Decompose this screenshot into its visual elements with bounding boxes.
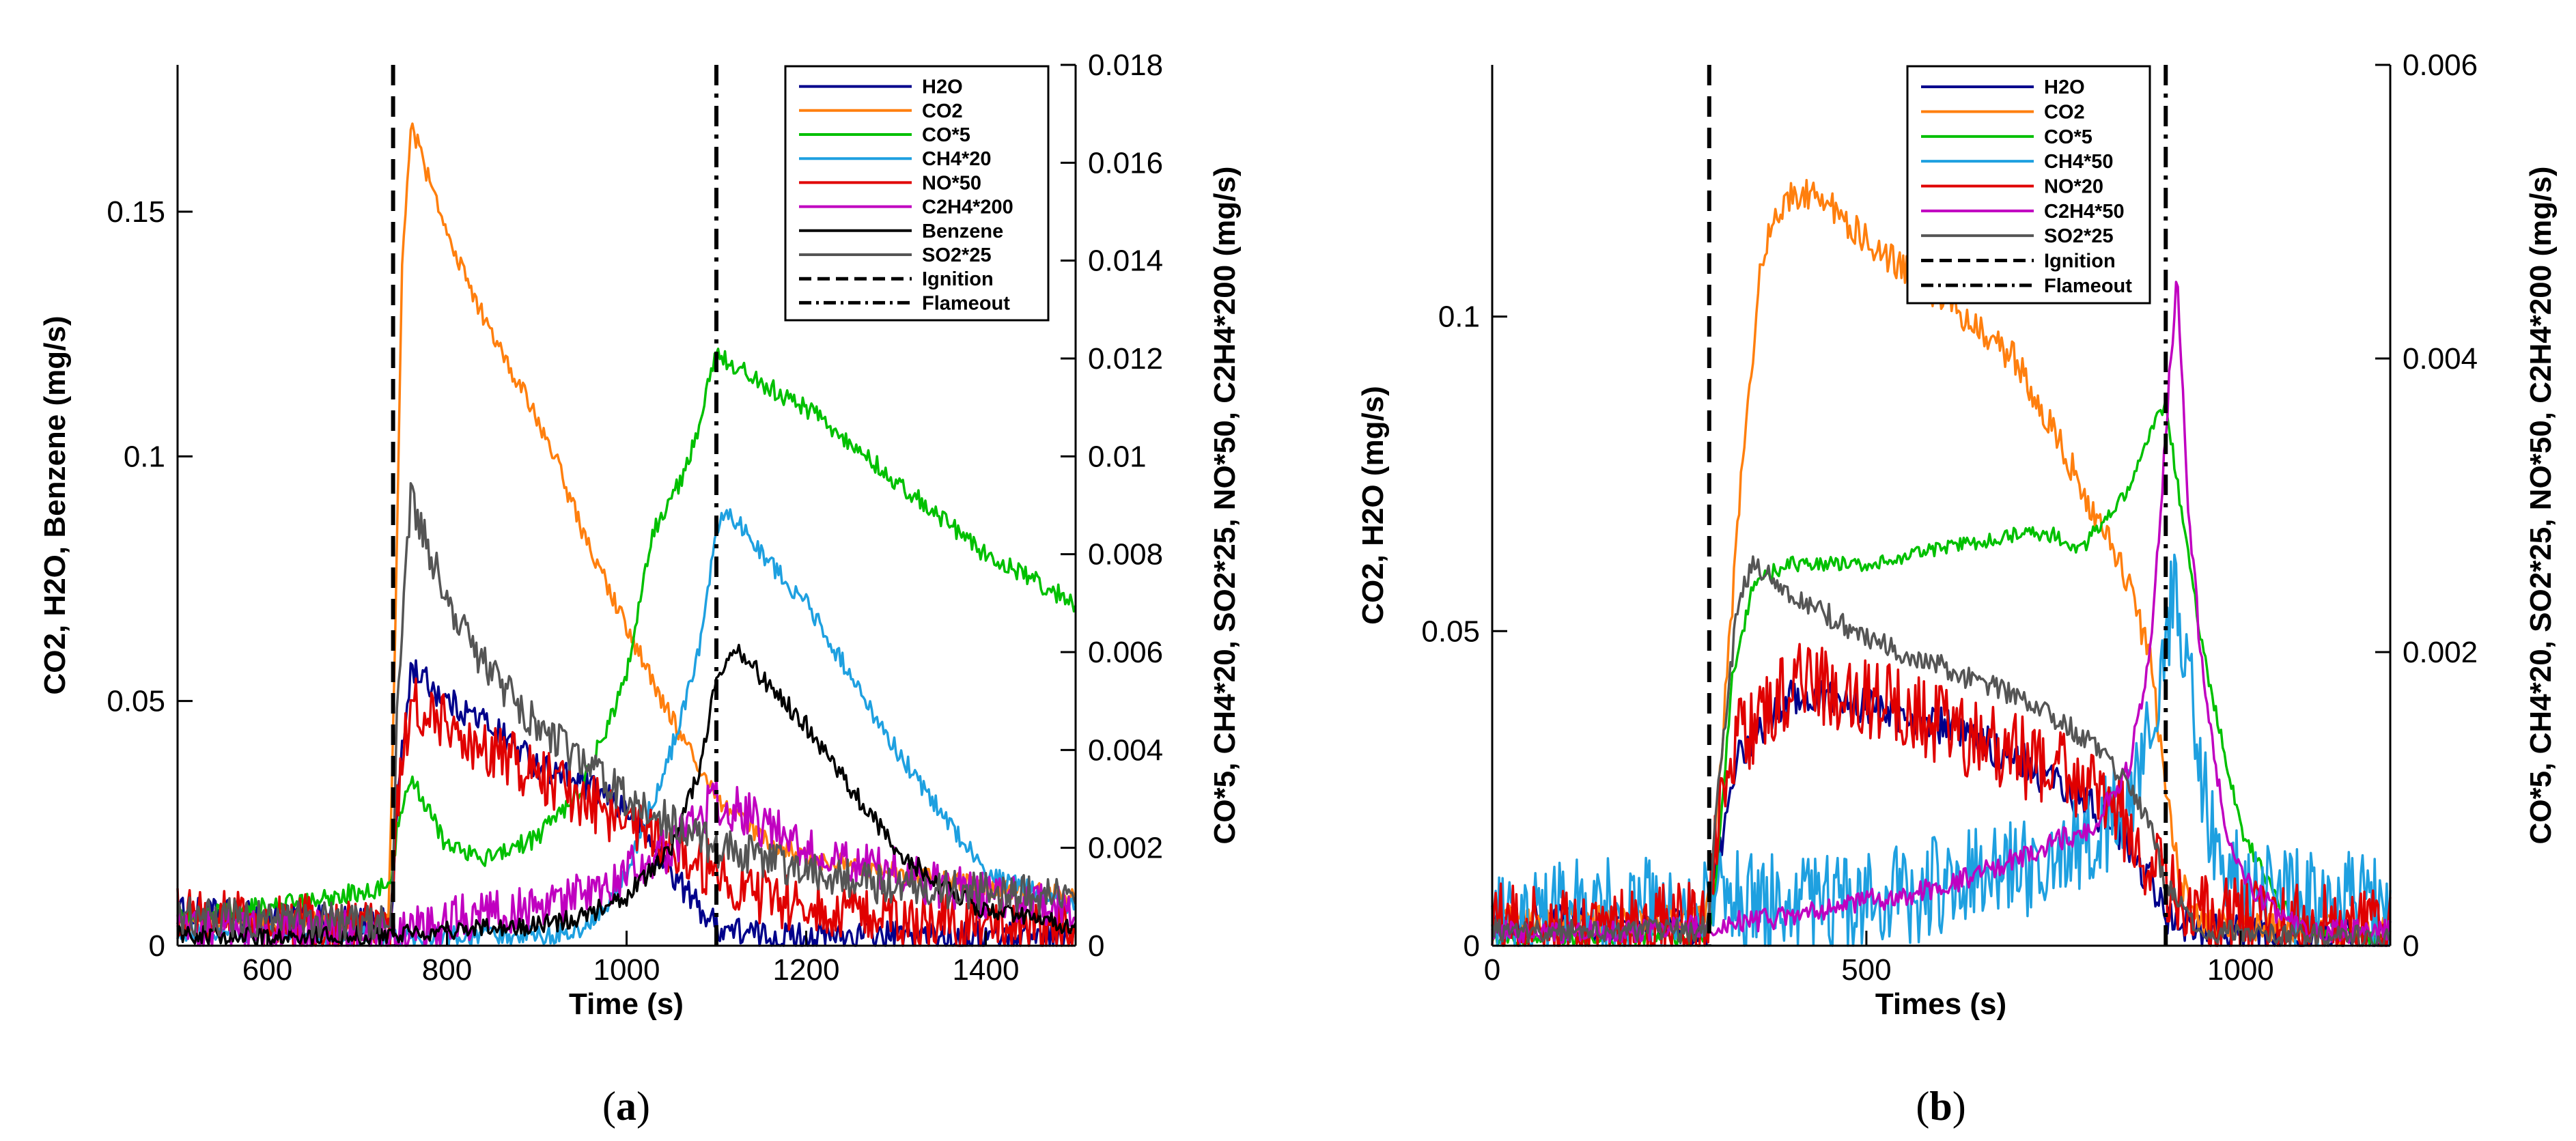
chart-a-right-y-tick-label: 0.006	[1088, 636, 1163, 669]
chart-a-x-axis-label: Time (s)	[569, 987, 684, 1021]
chart-a-series-co-5	[176, 348, 1077, 925]
chart-a-left-y-tick-label: 0.1	[124, 440, 165, 473]
chart-b-right-y-tick-label: 0.002	[2403, 636, 2478, 669]
chart-b-panel-letter: b	[1929, 1084, 1952, 1129]
chart-b: 0 500 1000 0 0.05 0.1 0 0.002 0.004 0.006 Times…	[1356, 48, 2558, 1129]
chart-a-panel-label: (a)	[602, 1084, 650, 1129]
chart-b-legend-label: CO2	[2044, 102, 2085, 124]
chart-b-left-y-ticks: 0 0.05 0.1	[1421, 300, 1507, 963]
chart-a-x-tick-label: 1400	[953, 953, 1020, 987]
chart-b-panel-prefix: (	[1916, 1084, 1929, 1129]
chart-a-right-y-tick-label: 0.014	[1088, 244, 1163, 278]
chart-a-right-y-tick-label: 0.01	[1088, 440, 1147, 473]
chart-b-left-y-tick-label: 0.05	[1421, 615, 1480, 648]
chart-a-legend-label: CO2	[922, 100, 963, 122]
chart-a-panel-prefix: (	[602, 1084, 616, 1129]
chart-a-x-ticks: 600 800 1000 1200 1400	[242, 931, 1020, 987]
chart-b-x-tick-label: 500	[1841, 953, 1891, 987]
chart-b-x-tick-label: 0	[1484, 953, 1500, 987]
chart-b-panel-label: (b)	[1916, 1084, 1965, 1129]
chart-b-legend-label: Ignition	[2044, 251, 2116, 272]
chart-a-series-layer	[176, 122, 1077, 947]
chart-a-legend-label: Flameout	[922, 292, 1010, 314]
chart-a-right-y-axis-label: CO*5, CH4*20, SO2*25, NO*50, C2H4*200 (m…	[1208, 167, 1242, 845]
chart-b-series-layer	[1491, 179, 2392, 947]
chart-a-legend-label: SO2*25	[922, 244, 992, 266]
chart-a-x-tick-label: 800	[422, 953, 472, 987]
chart-a-left-y-tick-label: 0.05	[107, 685, 165, 718]
chart-a-right-y-tick-label: 0.002	[1088, 832, 1163, 865]
chart-a-legend-label: CH4*20	[922, 148, 992, 170]
chart-a-legend-label: CO*5	[922, 124, 970, 146]
chart-b-right-y-tick-label: 0	[2403, 929, 2419, 963]
chart-a-right-y-tick-label: 0.016	[1088, 146, 1163, 180]
chart-b-legend-label: C2H4*50	[2044, 201, 2125, 223]
chart-a-left-y-tick-label: 0	[149, 929, 165, 963]
chart-a-series-so2-25	[176, 481, 1077, 942]
chart-b-right-y-tick-label: 0.006	[2403, 48, 2478, 82]
chart-a-panel-suffix: )	[636, 1084, 650, 1129]
chart-b-legend-label: CO*5	[2044, 126, 2092, 148]
chart-b-x-tick-label: 1000	[2207, 953, 2274, 987]
chart-b-x-ticks: 0 500 1000	[1484, 931, 2274, 987]
chart-b-event-lines	[1707, 65, 2168, 946]
chart-b-right-y-axis-label: CO*5, CH4*20, SO2*25, NO*50, C2H4*200 (m…	[2524, 167, 2558, 845]
chart-a-event-lines	[391, 65, 718, 946]
chart-a-left-y-axis-label: CO2, H2O, Benzene (mg/s)	[38, 315, 72, 694]
chart-b-left-y-tick-label: 0	[1464, 929, 1480, 963]
chart-a-legend-label: NO*50	[922, 172, 981, 194]
chart-a-right-y-tick-label: 0.012	[1088, 342, 1163, 376]
chart-a-legend-label: C2H4*200	[922, 197, 1013, 219]
chart-b-right-y-ticks: 0 0.002 0.004 0.006	[2375, 48, 2478, 963]
chart-b-legend-label: NO*20	[2044, 176, 2103, 198]
chart-a-x-tick-label: 1200	[773, 953, 840, 987]
chart-a-legend-label: H2O	[922, 76, 963, 98]
chart-a-x-tick-label: 600	[242, 953, 292, 987]
chart-a-legend-label: Benzene	[922, 221, 1003, 242]
chart-a-right-y-tick-label: 0.018	[1088, 48, 1163, 82]
chart-b-legend-label: H2O	[2044, 76, 2085, 98]
chart-a-panel-letter: a	[616, 1084, 636, 1129]
chart-b-x-axis-label: Times (s)	[1875, 987, 2006, 1021]
chart-b-left-y-axis-label: CO2, H2O (mg/s)	[1356, 386, 1390, 625]
chart-a-left-y-tick-label: 0.15	[107, 195, 165, 229]
chart-b-legend-label: Flameout	[2044, 275, 2132, 297]
chart-a-right-y-tick-label: 0.008	[1088, 538, 1163, 572]
chart-b-left-y-tick-label: 0.1	[1438, 300, 1480, 334]
chart-a-x-tick-label: 1000	[593, 953, 660, 987]
chart-b-right-y-tick-label: 0.004	[2403, 342, 2478, 376]
chart-b-legend-label: SO2*25	[2044, 225, 2114, 247]
chart-a-series-benzene	[176, 643, 1077, 946]
chart-b-panel-suffix: )	[1952, 1084, 1966, 1129]
chart-b-legend-label: CH4*50	[2044, 151, 2114, 173]
chart-a-legend-label: Ignition	[922, 268, 994, 290]
chart-a-right-y-tick-label: 0	[1088, 929, 1104, 963]
chart-b-series-c2h4-50	[1491, 281, 2392, 944]
chart-a-right-y-ticks: 0 0.002 0.004 0.006 0.008 0.01 0.012 0.014 0.016…	[1061, 48, 1163, 963]
chart-a-right-y-tick-label: 0.004	[1088, 733, 1163, 767]
chart-a-legend-box	[784, 65, 1050, 322]
chart-a-left-y-ticks: 0 0.05 0.1 0.15	[107, 195, 193, 963]
chart-a: 600 800 1000 1200 1400 0 0.05 0.1 0.15 0 0.002 0.…	[38, 48, 1242, 1129]
